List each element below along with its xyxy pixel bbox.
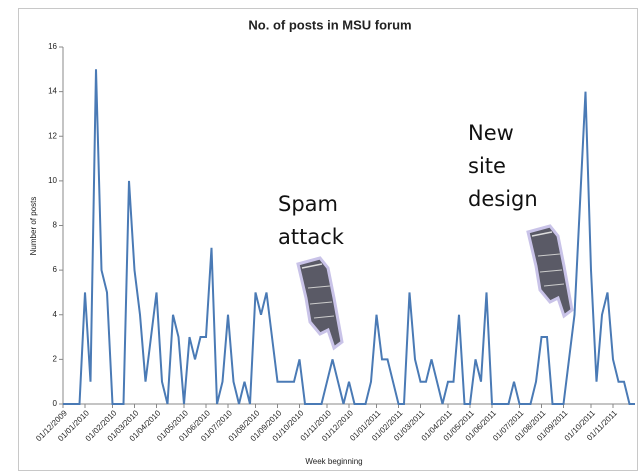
annotation: design <box>468 187 538 211</box>
line-series <box>63 69 635 405</box>
y-tick-label: 12 <box>48 131 57 140</box>
annotation: Spam <box>278 192 338 216</box>
annotation: site <box>468 154 506 178</box>
y-axis-label: Number of posts <box>29 197 38 256</box>
y-tick-label: 4 <box>53 310 58 319</box>
y-tick-label: 8 <box>53 221 58 230</box>
annotation: attack <box>278 225 345 249</box>
y-tick-label: 14 <box>48 87 57 96</box>
x-axis-label: Week beginning <box>305 457 362 466</box>
y-tick-label: 10 <box>48 176 57 185</box>
y-tick-label: 16 <box>48 42 57 51</box>
y-tick-label: 2 <box>53 354 58 363</box>
annotation: New <box>468 121 514 145</box>
pointing-hand <box>296 256 344 351</box>
y-tick-label: 0 <box>53 399 58 408</box>
pointing-hand <box>526 224 574 319</box>
chart-title: No. of posts in MSU forum <box>248 17 411 32</box>
y-tick-label: 6 <box>53 265 58 274</box>
